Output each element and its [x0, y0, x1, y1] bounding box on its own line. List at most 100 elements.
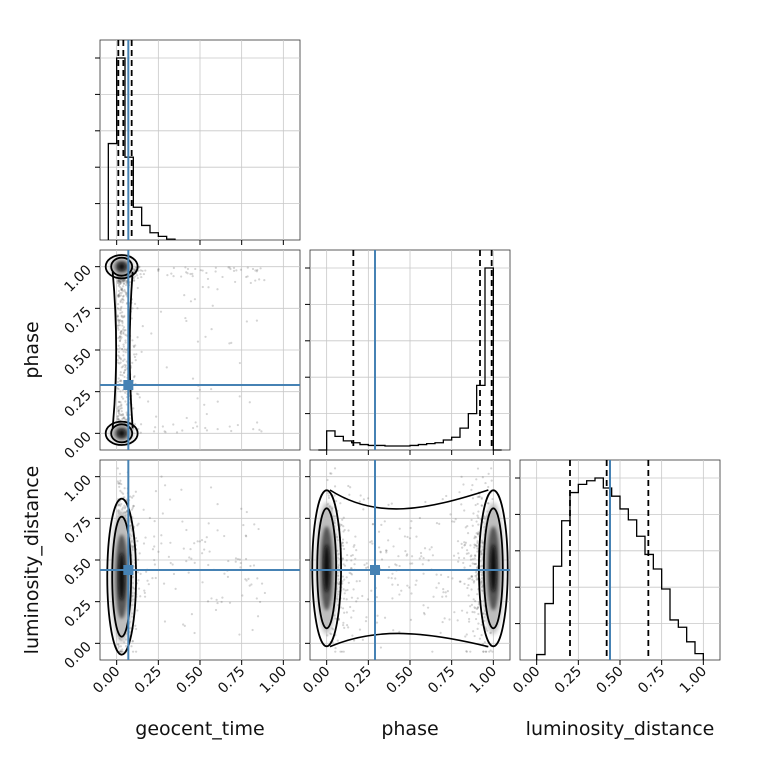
sample-point	[117, 324, 120, 327]
sample-point	[236, 557, 240, 561]
sample-point	[189, 272, 192, 276]
sample-point	[187, 571, 190, 574]
sample-point	[120, 491, 123, 494]
sample-point	[423, 613, 426, 616]
sample-point	[118, 356, 121, 360]
sample-point	[189, 548, 192, 551]
sample-point	[125, 284, 128, 287]
sample-point	[332, 628, 335, 631]
sample-point	[170, 272, 173, 275]
sample-point	[410, 520, 413, 523]
sample-point	[117, 388, 120, 391]
sample-point	[120, 347, 124, 351]
sample-point	[375, 596, 378, 599]
sample-point	[133, 269, 136, 272]
sample-point	[419, 551, 423, 555]
sample-point	[227, 266, 230, 269]
sample-point	[119, 331, 123, 334]
contour-outer	[104, 420, 139, 446]
sample-point	[136, 540, 139, 543]
sample-point	[483, 619, 486, 623]
sample-point	[350, 559, 353, 562]
sample-point	[482, 521, 485, 524]
sample-point	[474, 554, 477, 557]
truth-marker	[370, 565, 380, 575]
sample-point	[349, 572, 352, 575]
sample-point	[459, 580, 462, 583]
sample-point	[359, 494, 362, 497]
sample-point	[394, 563, 397, 566]
sample-point	[193, 542, 196, 545]
sample-point	[251, 628, 254, 632]
sample-point	[334, 646, 337, 650]
sample-point	[130, 540, 133, 544]
sample-point	[172, 266, 175, 270]
sample-point	[118, 500, 121, 503]
sample-point	[228, 425, 231, 428]
sample-point	[138, 396, 141, 399]
sample-point	[473, 543, 476, 546]
sample-point	[137, 579, 140, 582]
sample-point	[139, 269, 142, 272]
sample-point	[122, 332, 125, 335]
sample-point	[355, 549, 358, 552]
sample-point	[201, 581, 204, 584]
sample-point	[118, 481, 121, 484]
sample-point	[345, 559, 348, 562]
sample-point	[131, 640, 134, 643]
sample-point	[138, 266, 141, 269]
sample-point	[234, 560, 237, 563]
sample-point	[424, 500, 427, 504]
sample-point	[153, 520, 156, 523]
density-peak	[118, 429, 126, 437]
sample-point	[157, 550, 160, 553]
sample-point	[120, 291, 123, 294]
sample-point	[330, 633, 333, 636]
sample-point	[134, 344, 137, 347]
sample-point	[117, 409, 121, 412]
sample-point	[435, 521, 439, 525]
sample-point	[130, 645, 133, 648]
sample-point	[445, 595, 448, 598]
sample-point	[487, 472, 490, 475]
sample-point	[404, 550, 407, 553]
sample-point	[122, 359, 125, 363]
sample-point	[482, 612, 485, 615]
sample-point	[442, 588, 445, 591]
sample-point	[128, 519, 132, 522]
sample-point	[116, 306, 119, 310]
sample-point	[123, 315, 126, 319]
sample-point	[133, 268, 136, 271]
sample-point	[188, 556, 191, 559]
sample-point	[387, 503, 390, 506]
sample-point	[457, 552, 460, 555]
sample-point	[116, 417, 119, 421]
sample-point	[234, 280, 237, 284]
sample-point	[245, 275, 248, 279]
sample-point	[122, 506, 125, 509]
sample-point	[122, 282, 125, 285]
sample-point	[120, 329, 123, 333]
sample-point	[463, 541, 466, 544]
sample-point	[117, 279, 120, 282]
x-tick-label: 0.75	[635, 664, 668, 697]
sample-point	[352, 545, 355, 548]
sample-point	[117, 647, 120, 650]
sample-point	[117, 482, 120, 485]
sample-point	[160, 542, 163, 545]
sample-point	[139, 273, 142, 276]
sample-point	[480, 582, 483, 585]
sample-point	[119, 294, 123, 297]
sample-point	[410, 592, 413, 595]
sample-point	[473, 634, 476, 638]
x-tick-label: 0.50	[173, 664, 206, 697]
sample-point	[363, 563, 366, 566]
sample-point	[255, 319, 259, 322]
sample-point	[136, 524, 139, 527]
sample-point	[476, 547, 479, 550]
sample-point	[463, 582, 466, 586]
sample-point	[180, 488, 183, 491]
sample-point	[136, 286, 139, 290]
sample-point	[182, 623, 185, 626]
sample-point	[142, 272, 145, 276]
